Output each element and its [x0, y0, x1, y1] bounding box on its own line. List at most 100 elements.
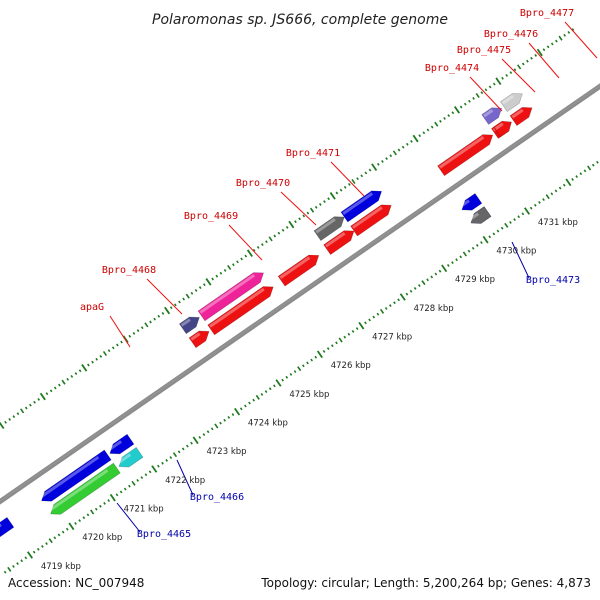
- gene-label[interactable]: Bpro_4466: [190, 492, 244, 503]
- ruler-reverse-tick: [384, 307, 388, 310]
- ruler-layer: [0, 28, 599, 574]
- gene-label[interactable]: Bpro_4475: [457, 45, 511, 56]
- ruler-reverse-tick: [517, 215, 521, 219]
- ruler-forward-tick: [120, 340, 123, 344]
- ruler-forward-tick: [443, 117, 446, 120]
- feature-bpro-4465-cog-arrow[interactable]: [47, 462, 121, 519]
- ruler-forward-tick: [509, 71, 513, 75]
- gene-label[interactable]: Bpro_4473: [526, 275, 580, 286]
- ruler-forward-tick: [472, 96, 475, 100]
- ruler-forward-tick: [61, 379, 66, 385]
- ruler-forward-tick: [397, 148, 401, 152]
- gene-label[interactable]: apaG: [80, 302, 104, 313]
- feature-unlabeled-reverse-arrow[interactable]: [0, 516, 15, 541]
- ruler-reverse-tick: [3, 570, 7, 574]
- ruler-reverse-tick: [214, 423, 219, 429]
- feature-bpro-4470-cds-arrow[interactable]: [323, 226, 358, 255]
- ruler-reverse-tick: [571, 178, 574, 181]
- ruler-forward-tick: [0, 421, 5, 429]
- gene-label-leader: [330, 161, 365, 197]
- feature-bpro-4471-cog-arrow[interactable]: [340, 186, 385, 223]
- ruler-reverse-tick: [161, 461, 164, 465]
- ruler-reverse-tick: [144, 473, 148, 477]
- gene-label[interactable]: Bpro_4470: [236, 178, 290, 189]
- ruler-reverse-tick: [136, 479, 140, 482]
- gene-label[interactable]: Bpro_4469: [184, 211, 238, 222]
- ruler-reverse-tick: [20, 559, 24, 563]
- feature-bpro-4473-cds-arrow[interactable]: [458, 193, 483, 214]
- ruler-forward-tick: [273, 234, 277, 238]
- ruler-reverse-tick: [252, 398, 255, 402]
- ruler-reverse-tick: [264, 390, 268, 394]
- feature-bpro-4474-cds-arrow[interactable]: [437, 130, 497, 177]
- ruler-reverse-tick: [239, 407, 243, 411]
- ruler-reverse-tick: [388, 304, 392, 308]
- ruler-label: 4727 kbp: [372, 333, 412, 343]
- ruler-forward-tick: [12, 415, 16, 419]
- gene-label-leader: [564, 21, 598, 59]
- ruler-reverse-tick: [57, 533, 61, 537]
- feature-bpro-4476-cog-arrow[interactable]: [481, 103, 505, 125]
- ruler-reverse-tick: [399, 293, 406, 301]
- ruler-forward-tick: [501, 76, 504, 80]
- feature-apag-cds-arrow[interactable]: [188, 326, 212, 349]
- ruler-forward-tick: [447, 114, 451, 118]
- ruler-reverse-tick: [314, 355, 318, 359]
- ruler-reverse-tick: [90, 509, 95, 515]
- ruler-forward-tick: [29, 403, 32, 407]
- ruler-reverse-tick: [94, 507, 98, 511]
- ruler-forward-tick: [252, 248, 256, 252]
- feature-layer: [0, 89, 535, 541]
- feature-bpro-4477-cds-arrow[interactable]: [509, 103, 535, 126]
- feature-bpro-4468-cds-arrow[interactable]: [207, 282, 277, 336]
- ruler-reverse-tick: [331, 344, 334, 348]
- ruler-reverse-tick: [123, 487, 127, 491]
- gene-label[interactable]: Bpro_4474: [425, 63, 479, 74]
- feature-bpro-4468-cog-arrow[interactable]: [197, 268, 267, 322]
- ruler-reverse-tick: [210, 427, 214, 431]
- ruler-forward-tick: [536, 48, 543, 57]
- ruler-forward-tick: [475, 93, 480, 99]
- feature-bpro-4466-cds-arrow[interactable]: [106, 433, 135, 458]
- ruler-forward-tick: [343, 185, 347, 189]
- ruler-forward-tick: [451, 111, 455, 115]
- ruler-forward-tick: [298, 217, 301, 221]
- ruler-forward-tick: [550, 42, 554, 46]
- feature-bpro-4475-cds-arrow[interactable]: [493, 117, 514, 138]
- gene-label[interactable]: Bpro_4471: [286, 148, 340, 159]
- ruler-forward-tick: [318, 203, 322, 206]
- ruler-reverse-tick: [509, 221, 512, 224]
- ruler-forward-tick: [439, 119, 442, 123]
- feature-bpro-4469-cds-arrow[interactable]: [277, 250, 322, 287]
- ruler-reverse-tick: [496, 229, 500, 233]
- feature-apag-cog-arrow[interactable]: [178, 312, 202, 335]
- gene-label[interactable]: Bpro_4476: [484, 29, 538, 40]
- gene-label[interactable]: Bpro_4468: [102, 265, 156, 276]
- ruler-label: 4720 kbp: [82, 533, 122, 543]
- ruler-forward-tick: [495, 77, 502, 85]
- ruler-forward-tick: [20, 408, 25, 414]
- ruler-reverse-tick: [550, 192, 554, 196]
- feature-bpro-4477-cog-arrow[interactable]: [499, 89, 525, 113]
- feature-bpro-4465-cds-arrow[interactable]: [38, 449, 112, 506]
- feature-bpro-4470-cog-arrow[interactable]: [313, 212, 348, 242]
- ruler-forward-tick: [182, 297, 185, 301]
- ruler-forward-tick: [132, 332, 136, 335]
- ruler-reverse-tick: [7, 566, 12, 572]
- backbone-line-inner: [0, 83, 600, 501]
- feature-bpro-4471-cds-arrow[interactable]: [350, 200, 395, 237]
- feature-bpro-4466-cog-arrow[interactable]: [116, 446, 144, 471]
- gene-label[interactable]: Bpro_4477: [520, 8, 574, 19]
- ruler-forward-tick: [246, 249, 253, 257]
- ruler-reverse-tick: [500, 226, 504, 230]
- ruler-forward-tick: [223, 268, 227, 272]
- feature-bpro-4473-grey-arrow[interactable]: [468, 206, 492, 228]
- ruler-reverse-tick: [231, 413, 235, 416]
- gene-label[interactable]: Bpro_4465: [137, 529, 191, 540]
- ruler-reverse-tick: [529, 206, 533, 210]
- gene-label-leader: [176, 459, 194, 496]
- ruler-forward-tick: [107, 349, 111, 353]
- ruler-forward-tick: [153, 317, 156, 321]
- backbone-line-outer: [0, 85, 600, 505]
